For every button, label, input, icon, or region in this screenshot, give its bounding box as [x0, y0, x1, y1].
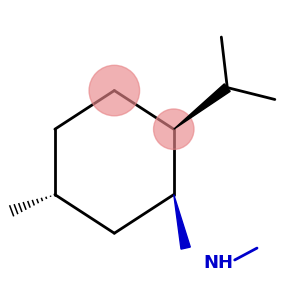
Polygon shape: [174, 195, 190, 249]
Polygon shape: [174, 84, 230, 129]
Circle shape: [89, 65, 140, 116]
Circle shape: [154, 109, 194, 149]
Text: NH: NH: [203, 254, 233, 272]
